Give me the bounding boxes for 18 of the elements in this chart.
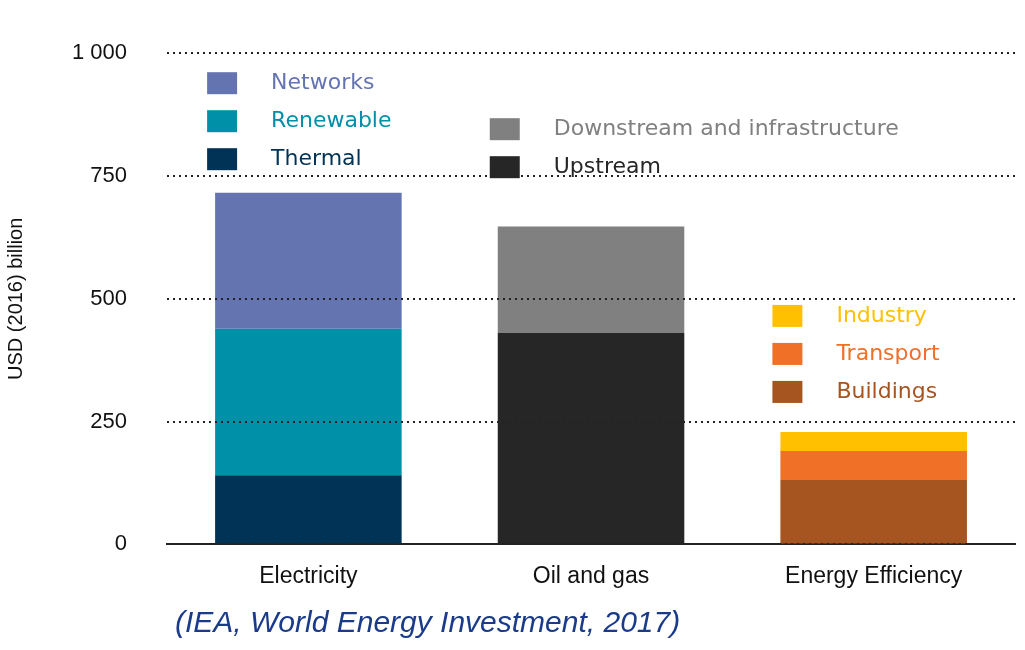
- x-tick-label: Electricity: [259, 561, 359, 588]
- y-tick-label: 500: [90, 284, 128, 310]
- y-tick-label: 750: [90, 162, 128, 188]
- y-tick-label: 0: [114, 530, 128, 556]
- legend-label: Renewable: [271, 106, 392, 132]
- legend-label: Upstream: [553, 152, 661, 178]
- y-axis-title: USD (2016) billion: [3, 217, 26, 380]
- legend-label: Thermal: [270, 144, 362, 170]
- legend-label: Buildings: [836, 377, 938, 403]
- y-tick-label: 1 000: [71, 39, 128, 65]
- legend-label: Industry: [836, 301, 927, 327]
- legend-label: Transport: [835, 339, 941, 365]
- x-tick-label: Oil and gas: [532, 561, 650, 588]
- x-tick-label: Energy Efficiency: [785, 561, 963, 588]
- y-tick-label: 250: [90, 407, 128, 433]
- legend-label: Downstream and infrastructure: [553, 114, 899, 140]
- text: (IEA, World Energy Investment, 2017): [175, 605, 681, 639]
- legend-label: Networks: [271, 68, 375, 94]
